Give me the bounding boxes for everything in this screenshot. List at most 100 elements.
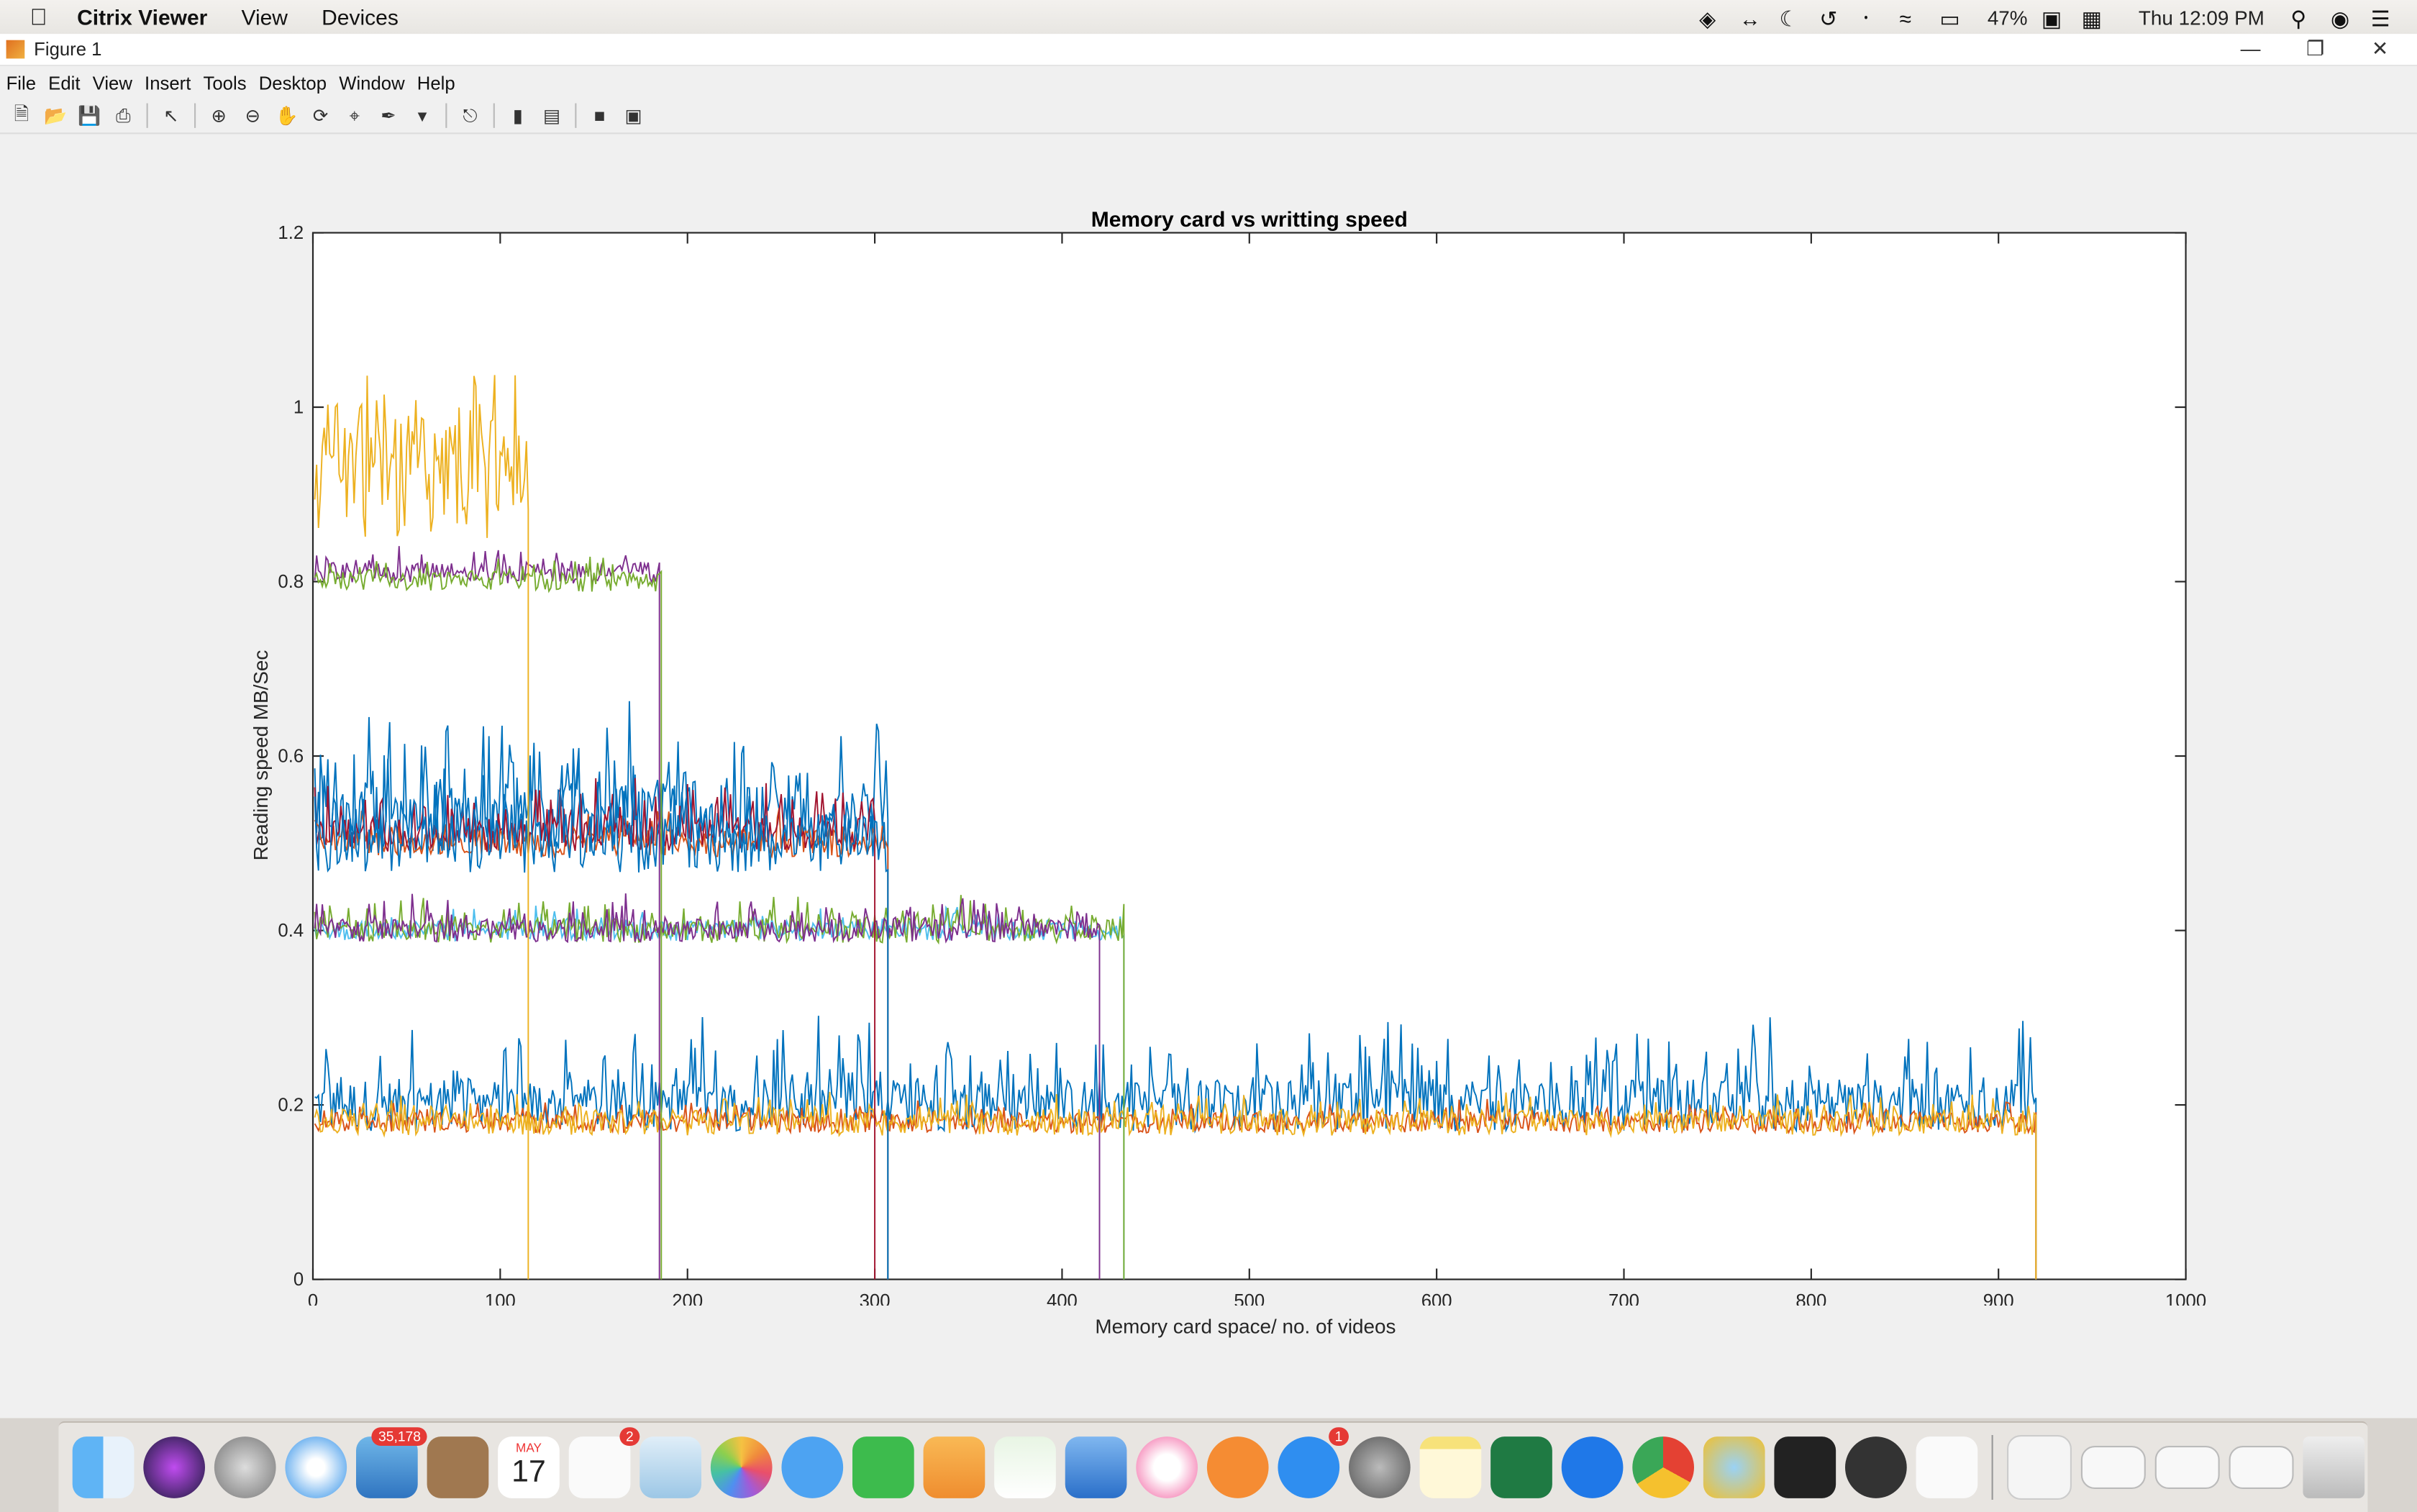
- zoom-out-icon[interactable]: ⊖: [245, 104, 261, 127]
- preview-icon[interactable]: [639, 1436, 701, 1498]
- ibooks-icon[interactable]: [1206, 1436, 1269, 1498]
- messages-icon[interactable]: [781, 1436, 844, 1498]
- siri-menu-icon[interactable]: ◉: [2331, 6, 2350, 31]
- itunes-icon[interactable]: [1136, 1436, 1198, 1498]
- menu-window[interactable]: Window: [339, 71, 405, 94]
- print-icon[interactable]: ⎙: [116, 104, 131, 126]
- minimized-window-icon[interactable]: [2229, 1445, 2294, 1489]
- finder-icon[interactable]: [72, 1436, 135, 1498]
- appstore-icon[interactable]: 1: [1278, 1427, 1349, 1498]
- open-icon[interactable]: 📂: [44, 104, 68, 127]
- document-icon[interactable]: [2007, 1434, 2072, 1500]
- dock: 35,178 MAY 17 2 1: [58, 1421, 2368, 1512]
- notification-center-icon[interactable]: ☰: [2370, 6, 2390, 31]
- y-tick-label: 0: [293, 1270, 304, 1290]
- chrome-icon[interactable]: [1632, 1436, 1694, 1498]
- activity-icon[interactable]: [1845, 1436, 1907, 1498]
- mail-badge: 35,178: [372, 1427, 427, 1446]
- system-preferences-icon[interactable]: [1349, 1436, 1411, 1498]
- menu-insert[interactable]: Insert: [145, 71, 191, 94]
- show-tools-icon[interactable]: ▣: [624, 104, 642, 127]
- numbers-icon[interactable]: [994, 1436, 1056, 1498]
- time-machine-icon[interactable]: ↺: [1819, 6, 1838, 31]
- facetime-icon[interactable]: [852, 1436, 914, 1498]
- brush-icon[interactable]: ✒: [381, 104, 396, 127]
- dock-separator: [1991, 1434, 1993, 1500]
- x-tick-label: 300: [860, 1291, 891, 1306]
- photos-icon[interactable]: [710, 1436, 773, 1498]
- toolbar-separator: [575, 103, 577, 128]
- restore-icon[interactable]: ❐: [2306, 37, 2325, 60]
- contacts-icon[interactable]: [427, 1436, 489, 1498]
- menu-edit[interactable]: Edit: [48, 71, 81, 94]
- teamviewer-status-icon[interactable]: ↔: [1739, 6, 1761, 31]
- series-line-6: [314, 701, 889, 1280]
- minimized-window-icon[interactable]: [2154, 1445, 2220, 1489]
- tunnelblick-icon[interactable]: [1703, 1436, 1765, 1498]
- menu-file[interactable]: File: [6, 71, 37, 94]
- calendar-month: MAY: [516, 1441, 542, 1455]
- x-tick-label: 1000: [2165, 1291, 2206, 1306]
- calendar-icon[interactable]: MAY 17: [498, 1436, 560, 1498]
- toolbar-separator: [493, 103, 495, 128]
- apple-menu-icon[interactable]: : [0, 4, 77, 29]
- menu-view[interactable]: View: [241, 4, 288, 29]
- wifi-icon[interactable]: ≈: [1899, 6, 1912, 31]
- menu-desktop[interactable]: Desktop: [258, 71, 327, 94]
- x-axis-label: Memory card space/ no. of videos: [1095, 1314, 1396, 1338]
- pointer-icon[interactable]: ↖: [163, 104, 179, 127]
- mail-icon[interactable]: 35,178: [355, 1427, 427, 1498]
- rotate-icon[interactable]: ⟳: [312, 104, 329, 127]
- dropbox-icon[interactable]: ◈: [1699, 6, 1716, 31]
- pages-icon[interactable]: [923, 1436, 986, 1498]
- hide-tools-icon[interactable]: ■: [593, 104, 606, 127]
- link-icon[interactable]: ⎋: [463, 104, 478, 126]
- keynote-icon[interactable]: [1065, 1436, 1127, 1498]
- launchpad-icon[interactable]: [214, 1436, 276, 1498]
- textedit-icon[interactable]: [1916, 1436, 1978, 1498]
- close-icon[interactable]: ✕: [2371, 37, 2389, 60]
- teamviewer-icon[interactable]: [1561, 1436, 1624, 1498]
- toolbar-separator: [445, 103, 447, 128]
- airplay-icon[interactable]: ▭: [1939, 6, 1960, 31]
- legend-icon[interactable]: ▤: [542, 104, 561, 127]
- plot-area: Memory card vs writting speed 0 100 200 300…: [0, 134, 2417, 1418]
- menu-devices[interactable]: Devices: [322, 4, 399, 29]
- save-icon[interactable]: 💾: [78, 104, 101, 127]
- y-tick-label: 1: [293, 398, 304, 418]
- battery-percent[interactable]: 47%: [1987, 5, 2028, 29]
- reminders-icon[interactable]: 2: [568, 1427, 640, 1498]
- bluetooth-icon[interactable]: ᛫: [1859, 6, 1872, 31]
- series-line-0: [314, 1016, 2037, 1280]
- new-figure-icon[interactable]: 🗎: [14, 102, 29, 124]
- safari-icon[interactable]: [285, 1436, 347, 1498]
- toolbar-separator: [194, 103, 196, 128]
- y-tick-label: 0.8: [278, 572, 304, 592]
- siri-icon[interactable]: [143, 1436, 205, 1498]
- menu-tools[interactable]: Tools: [203, 71, 247, 94]
- spotlight-icon[interactable]: ⚲: [2290, 6, 2307, 31]
- night-icon[interactable]: ☾: [1779, 6, 1799, 31]
- menu-view-figure[interactable]: View: [92, 71, 132, 94]
- minimized-window-icon[interactable]: [2080, 1445, 2146, 1489]
- notes-icon[interactable]: [1419, 1436, 1482, 1498]
- zoom-in-icon[interactable]: ⊕: [211, 104, 227, 127]
- excel-icon[interactable]: [1490, 1436, 1552, 1498]
- menu-help[interactable]: Help: [417, 71, 455, 94]
- line-chart[interactable]: 0 100 200 300 400 500 600 700 800 900 1000 0 0.2 0.4 0…: [0, 134, 2417, 1306]
- series-line-8: [314, 778, 876, 1280]
- figure-toolbar: 🗎 📂 💾 ⎙ ↖ ⊕ ⊖ ✋ ⟳ ⌖ ✒ ▾ ⎋ ▮ ▤ ■ ▣: [0, 99, 2417, 135]
- battery-icon[interactable]: ▣: [2041, 6, 2062, 31]
- pan-icon[interactable]: ✋: [275, 104, 299, 127]
- clock[interactable]: Thu 12:09 PM: [2138, 5, 2264, 29]
- terminal-icon[interactable]: [1774, 1436, 1836, 1498]
- trash-icon[interactable]: [2303, 1436, 2365, 1498]
- input-source-icon[interactable]: ▦: [2081, 6, 2102, 31]
- app-menu[interactable]: Citrix Viewer: [77, 4, 208, 29]
- colorbar-icon[interactable]: ▮: [512, 104, 524, 127]
- data-cursor-icon[interactable]: ⌖: [349, 104, 360, 126]
- minimize-icon[interactable]: —: [2240, 37, 2261, 60]
- window-titlebar: Figure 1 — ❐ ✕: [0, 34, 2417, 67]
- brush-dropdown-icon[interactable]: ▾: [417, 104, 427, 127]
- matlab-figure-icon: [6, 40, 25, 59]
